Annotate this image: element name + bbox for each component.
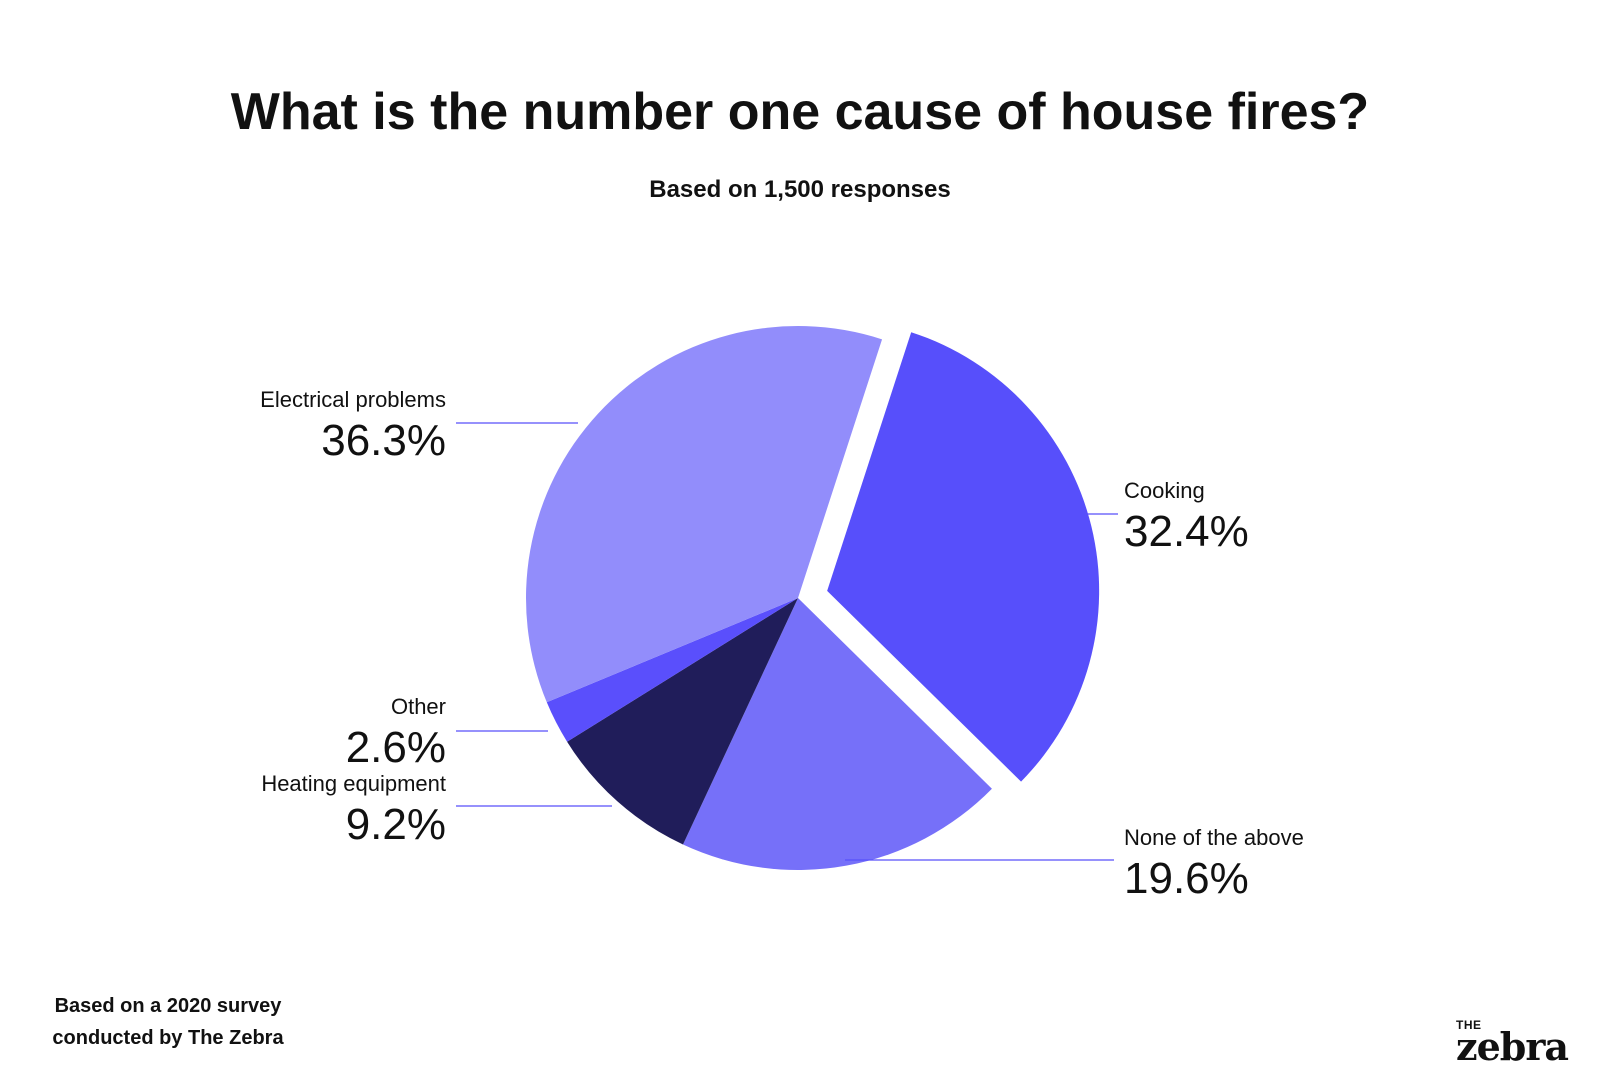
source-footnote: Based on a 2020 survey conducted by The … [48,990,288,1054]
slice-label-electrical-problems: Electrical problems [260,387,446,412]
slice-value-other: 2.6% [346,723,446,772]
slice-label-none-of-the-above: None of the above [1124,825,1304,850]
slice-value-none-of-the-above: 19.6% [1124,854,1249,903]
slice-label-cooking: Cooking [1124,478,1205,503]
slice-value-cooking: 32.4% [1124,507,1249,556]
footnote-line-1: Based on a 2020 survey [48,990,288,1022]
footnote-line-2: conducted by The Zebra [48,1022,288,1054]
zebra-logo: THE zebra [1456,1018,1596,1078]
slice-value-heating-equipment: 9.2% [346,800,446,849]
slice-label-heating-equipment: Heating equipment [261,771,446,796]
logo-zebra-text: zebra [1456,1024,1568,1069]
slice-label-other: Other [391,694,446,719]
slice-value-electrical-problems: 36.3% [321,416,446,465]
